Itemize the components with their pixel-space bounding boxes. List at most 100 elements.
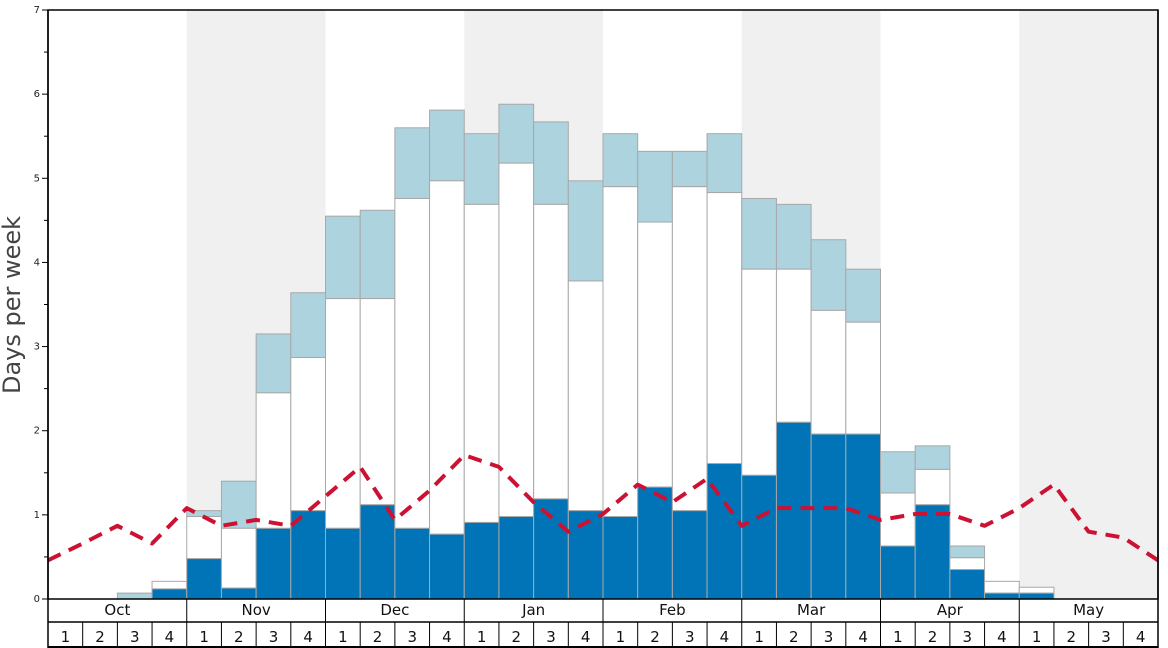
bar-white-segment: [429, 180, 465, 535]
bar-white-segment: [255, 392, 292, 529]
bar-light-segment: [255, 333, 292, 394]
week-label: 4: [720, 628, 730, 646]
bar-dark-segment: [671, 510, 708, 600]
bar-dark-segment: [602, 516, 639, 600]
bar-white-segment: [706, 192, 743, 465]
week-label: 4: [165, 628, 175, 646]
bar-light-segment: [429, 109, 465, 182]
week-label: 3: [824, 628, 834, 646]
week-label: 2: [789, 628, 799, 646]
week-label: 2: [373, 628, 383, 646]
bar-white-segment: [533, 203, 569, 500]
month-label-apr: Apr: [937, 601, 964, 619]
bar-dark-segment: [1018, 592, 1055, 600]
bar-dark-segment: [220, 587, 257, 600]
bar-white-segment: [151, 580, 188, 590]
bar-light-segment: [116, 592, 153, 600]
week-label: 3: [962, 628, 972, 646]
y-tick-label: 6: [34, 89, 40, 100]
week-label: 1: [754, 628, 764, 646]
bar-light-segment: [325, 215, 361, 300]
month-label-nov: Nov: [241, 601, 270, 619]
y-tick-label: 1: [34, 510, 40, 521]
bar-dark-segment: [255, 527, 292, 600]
bar-dark-segment: [810, 433, 847, 600]
y-tick-label: 3: [34, 342, 40, 353]
week-label: 2: [512, 628, 522, 646]
y-tick-label: 2: [34, 426, 40, 437]
bar-light-segment: [637, 150, 673, 223]
bar-light-segment: [567, 180, 604, 282]
bar-dark-segment: [914, 504, 951, 600]
bar-light-segment: [810, 239, 847, 311]
bar-white-segment: [290, 357, 326, 512]
bar-light-segment: [498, 103, 535, 164]
bar-light-segment: [394, 127, 431, 199]
week-label: 4: [1136, 628, 1146, 646]
week-label: 2: [234, 628, 244, 646]
week-label: 4: [581, 628, 591, 646]
bars-layer: [116, 103, 1055, 600]
bar-light-segment: [290, 292, 326, 359]
bar-white-segment: [671, 186, 708, 512]
bar-white-segment: [741, 268, 777, 476]
bar-white-segment: [949, 557, 986, 571]
bar-dark-segment: [567, 510, 604, 600]
bar-dark-segment: [498, 516, 535, 600]
week-label: 3: [1101, 628, 1111, 646]
week-label: 1: [338, 628, 348, 646]
bar-dark-segment: [463, 521, 500, 600]
bar-light-segment: [706, 133, 743, 194]
week-label: 3: [407, 628, 417, 646]
week-label: 3: [546, 628, 556, 646]
week-label: 3: [269, 628, 279, 646]
bar-light-segment: [602, 133, 639, 188]
y-axis: 0 1 2 3 4 5 6 7: [34, 5, 48, 605]
bar-light-segment: [533, 121, 569, 205]
bar-dark-segment: [325, 527, 361, 600]
bar-white-segment: [394, 197, 431, 529]
bar-light-segment: [914, 445, 951, 470]
y-axis-label: Days per week: [0, 216, 26, 394]
bar-dark-segment: [533, 498, 569, 600]
week-label: 1: [477, 628, 487, 646]
week-label: 4: [442, 628, 452, 646]
week-label: 1: [1032, 628, 1042, 646]
bar-dark-segment: [290, 510, 326, 600]
month-label-jan: Jan: [521, 601, 545, 619]
bar-white-segment: [914, 468, 951, 506]
bar-white-segment: [220, 527, 257, 589]
week-label: 1: [616, 628, 626, 646]
week-label: 4: [303, 628, 313, 646]
bar-light-segment: [949, 545, 986, 559]
week-label: 1: [199, 628, 209, 646]
bar-white-segment: [984, 580, 1020, 594]
week-label: 2: [928, 628, 938, 646]
dashed-line-layer: [47, 453, 1160, 563]
bar-light-segment: [775, 203, 812, 270]
week-label: 1: [893, 628, 903, 646]
average-dashed-line: [47, 453, 1160, 563]
week-label: 2: [1067, 628, 1077, 646]
bar-dark-segment: [880, 545, 916, 600]
bar-light-segment: [845, 268, 881, 323]
bar-dark-segment: [637, 486, 673, 600]
bar-white-segment: [359, 298, 396, 506]
week-label: 3: [685, 628, 695, 646]
y-tick-label: 5: [34, 173, 40, 184]
bar-white-segment: [810, 309, 847, 435]
month-label-mar: Mar: [797, 601, 826, 619]
bar-white-segment: [567, 280, 604, 512]
bar-white-segment: [186, 516, 222, 560]
bar-white-segment: [463, 203, 500, 523]
bar-light-segment: [741, 197, 777, 270]
bar-white-segment: [498, 162, 535, 518]
bar-dark-segment: [949, 569, 986, 600]
bar-dark-segment: [741, 474, 777, 600]
bar-dark-segment: [151, 588, 188, 600]
bar-white-segment: [880, 492, 916, 547]
month-label-feb: Feb: [659, 601, 686, 619]
week-label: 2: [95, 628, 105, 646]
